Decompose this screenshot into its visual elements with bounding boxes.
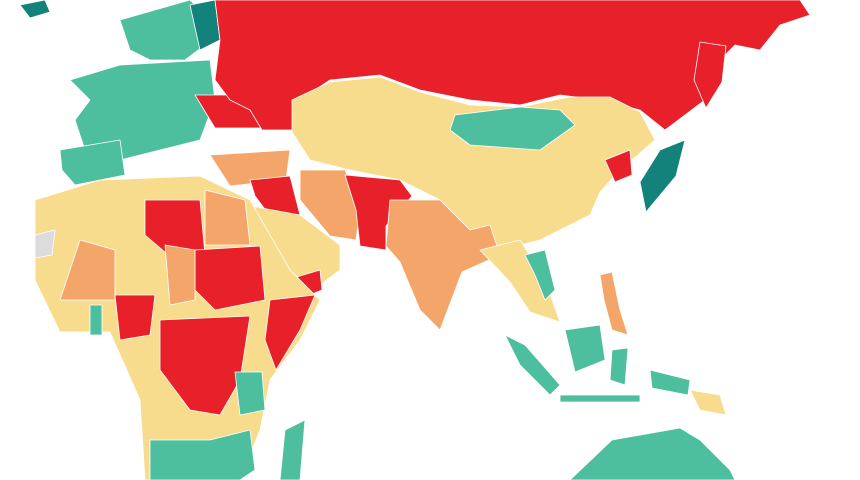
central-africa xyxy=(159,315,251,416)
kamchatka xyxy=(693,41,727,109)
scandinavia xyxy=(119,0,206,61)
afghanistan-pakistan xyxy=(344,174,413,251)
japan xyxy=(639,139,686,213)
borneo xyxy=(564,324,606,373)
australia xyxy=(569,427,736,480)
east-africa xyxy=(234,371,266,416)
papua-west xyxy=(649,369,691,396)
sudan xyxy=(194,245,266,311)
madagascar xyxy=(279,419,306,480)
europe xyxy=(69,59,216,161)
chad xyxy=(164,244,196,306)
ghana xyxy=(89,304,103,336)
korea xyxy=(604,149,633,183)
mali xyxy=(59,239,116,301)
southeast-asia xyxy=(479,239,561,323)
sulawesi xyxy=(609,347,629,386)
papua-new-guinea xyxy=(689,389,727,416)
mongolia xyxy=(449,106,576,151)
sumatra xyxy=(504,334,561,396)
philippines xyxy=(599,271,629,336)
somalia xyxy=(264,294,316,371)
iceland xyxy=(19,0,51,19)
russia xyxy=(214,0,811,131)
western-sahara xyxy=(34,229,56,259)
nigeria xyxy=(114,294,156,341)
iran xyxy=(299,169,361,241)
southern-africa xyxy=(149,429,256,480)
vietnam xyxy=(524,249,556,301)
egypt xyxy=(204,189,251,246)
india xyxy=(385,199,501,331)
java xyxy=(559,394,641,403)
